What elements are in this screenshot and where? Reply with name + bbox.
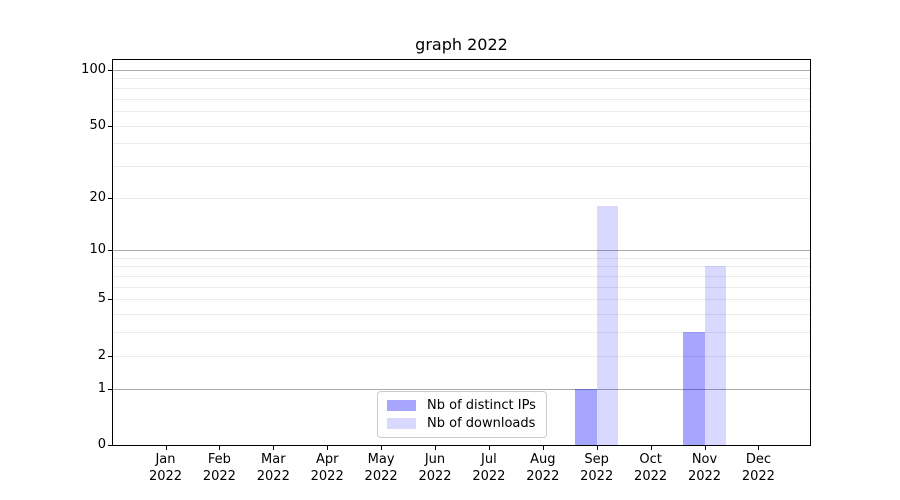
chart-title: graph 2022 <box>415 35 508 54</box>
minor-gridline <box>113 165 810 167</box>
minor-gridline <box>113 197 810 199</box>
bar <box>596 205 619 445</box>
minor-gridline <box>113 87 810 89</box>
x-tickmark <box>273 446 275 450</box>
x-tick-label: Sep 2022 <box>580 452 614 484</box>
x-tickmark <box>596 446 598 450</box>
y-tick-label: 1 <box>97 380 106 396</box>
x-tickmark <box>327 446 329 450</box>
y-tickmark <box>108 445 112 446</box>
x-tick-label: Oct 2022 <box>634 452 668 484</box>
major-gridline <box>113 70 810 71</box>
legend-label-distinct-ips: Nb of distinct IPs <box>427 398 536 413</box>
y-tickmark <box>108 355 112 357</box>
x-tick-label: Jul 2022 <box>472 452 506 484</box>
y-tickmark <box>108 299 112 301</box>
bar <box>683 332 705 445</box>
x-tick-label: Jan 2022 <box>148 452 183 484</box>
major-gridline <box>113 388 810 390</box>
plot-area <box>112 59 811 446</box>
x-tick-label: Mar 2022 <box>256 452 290 484</box>
y-tick-label: 20 <box>89 189 106 205</box>
bar <box>704 266 726 445</box>
y-tick-label: 5 <box>97 291 106 307</box>
x-tickmark <box>219 446 221 450</box>
gridlines-layer <box>113 60 810 445</box>
legend-swatch-distinct-ips-icon <box>387 400 416 411</box>
x-tickmark <box>542 446 544 450</box>
y-tickmark <box>108 388 112 390</box>
minor-gridline <box>113 125 810 127</box>
minor-gridline <box>113 98 810 100</box>
x-tick-label: Feb 2022 <box>202 452 236 484</box>
major-gridline <box>113 250 810 252</box>
minor-gridline <box>113 276 810 278</box>
y-tick-label: 100 <box>81 62 106 77</box>
x-tick-label: Dec 2022 <box>741 452 775 484</box>
legend: Nb of distinct IPs Nb of downloads <box>377 391 547 438</box>
y-tick-label: 10 <box>89 242 106 258</box>
legend-item-distinct-ips: Nb of distinct IPs <box>387 398 537 413</box>
y-tick-label: 2 <box>97 347 106 363</box>
minor-gridline <box>113 355 810 357</box>
x-tick-label: Jun 2022 <box>418 452 452 484</box>
minor-gridline <box>113 299 810 301</box>
y-tick-label: 0 <box>97 437 106 452</box>
x-tick-label: Nov 2022 <box>687 452 722 484</box>
minor-gridline <box>113 257 810 259</box>
x-tick-label: May 2022 <box>364 452 398 484</box>
x-tickmark <box>704 446 706 450</box>
y-tickmark <box>108 70 112 71</box>
x-tickmark <box>435 446 436 450</box>
y-tick-label: 50 <box>89 117 106 133</box>
x-tickmark <box>650 446 652 450</box>
legend-label-downloads: Nb of downloads <box>427 416 536 431</box>
minor-gridline <box>113 266 810 268</box>
x-tickmark <box>381 446 383 450</box>
bar <box>575 388 597 445</box>
bars-layer <box>113 60 810 445</box>
y-tickmark <box>108 250 112 252</box>
y-tickmark <box>108 197 112 199</box>
x-tick-label: Apr 2022 <box>310 452 344 484</box>
minor-gridline <box>113 78 810 80</box>
legend-swatch-downloads-icon <box>387 418 416 429</box>
minor-gridline <box>113 332 810 334</box>
minor-gridline <box>113 314 810 316</box>
legend-item-downloads: Nb of downloads <box>387 416 537 431</box>
y-tickmark <box>108 125 112 127</box>
x-tick-label: Aug 2022 <box>526 452 560 484</box>
minor-gridline <box>113 286 810 288</box>
minor-gridline <box>113 143 810 145</box>
x-tickmark <box>758 446 760 450</box>
x-tickmark <box>165 446 167 450</box>
minor-gridline <box>113 110 810 112</box>
x-tickmark <box>488 446 490 450</box>
